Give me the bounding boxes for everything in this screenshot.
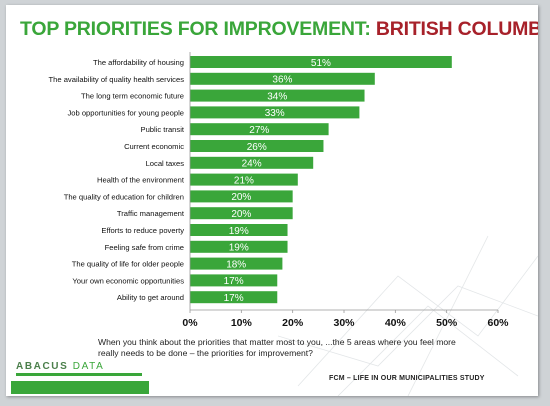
title-part-2: BRITISH COLUMBIA: [375, 18, 538, 40]
bar: [190, 291, 278, 304]
data-label: 17%: [224, 276, 244, 287]
bar: [190, 190, 293, 203]
bar: [190, 89, 365, 102]
category-label: The availability of quality health servi…: [49, 75, 185, 84]
bar: [190, 156, 314, 169]
data-label: 24%: [242, 159, 262, 170]
logo-underline: [16, 373, 142, 376]
data-label: 19%: [229, 226, 249, 237]
x-tick-label: 40%: [385, 317, 407, 329]
bar: [190, 123, 329, 136]
data-label: 20%: [231, 209, 251, 220]
category-label: The quality of education for children: [64, 192, 184, 201]
x-tick-label: 50%: [436, 317, 458, 329]
x-tick-label: 60%: [487, 317, 509, 329]
x-tick-label: 10%: [231, 317, 253, 329]
category-label: Health of the environment: [97, 176, 185, 185]
x-tick-label: 20%: [282, 317, 304, 329]
category-label: Your own economic opportunities: [72, 276, 184, 285]
abacus-data-logo: ABACUS DATA: [16, 361, 142, 376]
data-label: 27%: [249, 125, 269, 136]
category-label: Current economic: [124, 142, 184, 151]
title-part-1: TOP PRIORITIES FOR IMPROVEMENT:: [20, 18, 371, 40]
background-network-lines: [278, 235, 538, 396]
data-label: 17%: [224, 293, 244, 304]
page-title: TOP PRIORITIES FOR IMPROVEMENT: BRITISH …: [20, 18, 538, 41]
data-label: 19%: [229, 243, 249, 254]
category-label: Feeling safe from crime: [105, 243, 184, 252]
data-label: 33%: [265, 108, 285, 119]
category-label: Efforts to reduce poverty: [101, 226, 184, 235]
data-label: 21%: [234, 175, 254, 186]
logo-word-1: ABACUS: [16, 361, 69, 372]
survey-question: When you think about the priorities that…: [98, 337, 456, 358]
category-label: Ability to get around: [117, 293, 184, 302]
x-tick-label: 0%: [182, 317, 198, 329]
data-label: 36%: [272, 75, 292, 86]
data-label: 34%: [267, 91, 287, 102]
bar: [190, 207, 293, 220]
category-label: Traffic management: [117, 209, 185, 218]
data-label: 18%: [226, 259, 246, 270]
bar-chart: The affordability of housing 51% The avail…: [49, 52, 509, 329]
category-label: Public transit: [141, 125, 185, 134]
category-label: The quality of life for older people: [72, 260, 184, 269]
bar: [190, 173, 298, 186]
data-label: 51%: [311, 58, 331, 69]
data-label: 26%: [247, 142, 267, 153]
bar: [190, 106, 360, 119]
bar: [190, 274, 278, 287]
category-label: The long term economic future: [81, 92, 184, 101]
bar: [190, 56, 452, 68]
footer-accent-bar: [11, 381, 149, 394]
footer-study-label: FCM – LIFE IN OUR MUNICIPALITIES STUDY: [329, 375, 485, 382]
slide: TOP PRIORITIES FOR IMPROVEMENT: BRITISH …: [6, 5, 538, 396]
bar: [190, 224, 288, 236]
bar: [190, 72, 375, 85]
bar: [190, 257, 283, 270]
bar: [190, 240, 288, 253]
logo-word-2: DATA: [72, 361, 105, 372]
category-label: The affordability of housing: [93, 58, 184, 67]
data-label: 20%: [231, 192, 251, 203]
category-label: Local taxes: [146, 159, 185, 168]
bar: [190, 140, 324, 152]
category-label: Job opportunities for young people: [67, 108, 184, 117]
x-tick-label: 30%: [333, 317, 355, 329]
